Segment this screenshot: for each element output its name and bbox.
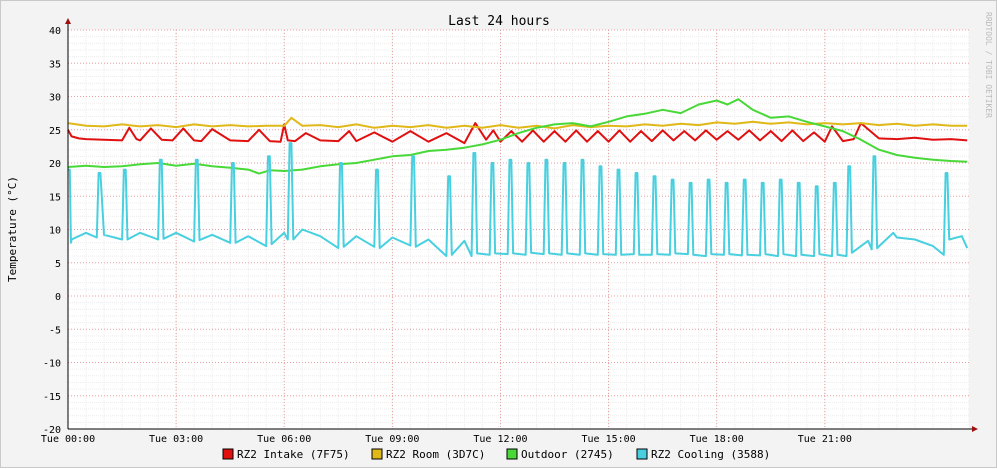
y-tick-label: -5 [49,325,61,336]
legend-label: RZ2 Room (3D7C) [386,448,485,461]
y-tick-label: 20 [49,159,61,170]
y-axis-label: Temperature (°C) [6,176,19,282]
legend-label: Outdoor (2745) [521,448,614,461]
axes [65,18,978,432]
x-tick-label: Tue 18:00 [690,434,744,445]
y-tick-label: -20 [43,425,61,436]
x-tick-label: Tue 06:00 [257,434,311,445]
series-line-0 [67,122,968,145]
y-tick-label: -15 [43,392,61,403]
legend-label: RZ2 Intake (7F75) [237,448,350,461]
series-line-2 [67,98,968,175]
watermark: RRDTOOL / TOBI OETIKER [984,12,993,118]
y-tick-label: 30 [49,93,61,104]
y-tick-label: 10 [49,226,61,237]
x-axis-arrow [972,426,978,432]
y-tick-label: -10 [43,359,61,370]
legend-swatch [506,448,518,460]
y-tick-label: 40 [49,26,61,37]
x-tick-label: Tue 15:00 [582,434,636,445]
legend-swatch [636,448,648,460]
series-lines [67,98,969,258]
legend: RZ2 Intake (7F75) RZ2 Room (3D7C) Outdoor … [222,448,770,461]
x-tick-label: Tue 00:00 [41,434,95,445]
x-tick-label: Tue 12:00 [473,434,527,445]
x-tick-label: Tue 21:00 [798,434,852,445]
y-tick-label: 0 [55,292,61,303]
chart-title: Last 24 hours [448,14,550,29]
y-tick-label: 5 [55,259,61,270]
y-tick-label: 25 [49,126,61,137]
legend-label: RZ2 Cooling (3588) [651,448,770,461]
y-axis-arrow [65,18,71,24]
series-line-3 [68,142,969,258]
x-tick-label: Tue 03:00 [149,434,203,445]
x-tick-label: Tue 09:00 [365,434,419,445]
legend-swatch [371,448,383,460]
y-tick-label: 15 [49,192,61,203]
legend-swatch [222,448,234,460]
y-tick-label: 35 [49,59,61,70]
